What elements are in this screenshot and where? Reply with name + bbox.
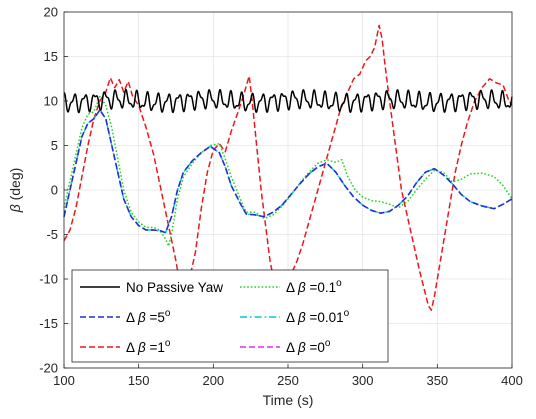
- legend-beta-symbol: β: [137, 340, 146, 355]
- legend-label-3: Δ β =0.1o: [286, 278, 342, 295]
- y-tick-label: -15: [39, 316, 58, 331]
- legend-label-value: =0: [306, 340, 325, 355]
- legend-beta-symbol: β: [137, 310, 146, 325]
- y-tick-label: 10: [44, 94, 58, 109]
- legend-label-text: Δ: [286, 310, 298, 325]
- legend-label-text: Δ: [286, 340, 298, 355]
- y-axis-symbol: β: [7, 204, 23, 213]
- legend-degree-mark: o: [165, 338, 171, 349]
- legend-degree-mark: o: [344, 308, 350, 319]
- y-tick-label: 5: [51, 138, 58, 153]
- y-tick-label: 15: [44, 49, 58, 64]
- y-tick-label: -20: [39, 361, 58, 376]
- ticks: 100 150 200 250 300 350 400 -20 -15 -10 -5 0 5 10 15 20: [39, 5, 523, 389]
- y-tick-label: -10: [39, 272, 58, 287]
- legend-label-text: Δ: [286, 280, 298, 295]
- x-tick-label: 400: [501, 373, 523, 388]
- legend-beta-symbol: β: [297, 310, 306, 325]
- x-tick-label: 100: [53, 373, 75, 388]
- series-line-0: [63, 88, 513, 114]
- legend-label-1: Δ β =5o: [126, 308, 171, 325]
- legend-label-4: Δ β =0.01o: [286, 308, 350, 325]
- series-line-1: [63, 109, 513, 234]
- legend-label-value: =1: [146, 340, 165, 355]
- x-tick-label: 150: [128, 373, 150, 388]
- legend-degree-mark: o: [165, 308, 171, 319]
- y-tick-label: 0: [51, 183, 58, 198]
- y-tick-label: 20: [44, 5, 58, 20]
- x-tick-label: 200: [202, 373, 224, 388]
- legend-beta-symbol: β: [297, 340, 306, 355]
- legend-label-text: No Passive Yaw: [126, 280, 223, 295]
- legend-degree-mark: o: [336, 278, 342, 289]
- x-tick-label: 350: [426, 373, 448, 388]
- legend-beta-symbol: β: [297, 280, 306, 295]
- legend-label-2: Δ β =1o: [126, 338, 171, 355]
- x-tick-label: 300: [352, 373, 374, 388]
- y-axis-label: β (deg): [7, 168, 23, 214]
- legend-label-value: =0.1: [306, 280, 336, 295]
- y-tick-label: -5: [46, 227, 58, 242]
- legend-label-value: =5: [146, 310, 165, 325]
- legend-label-0: No Passive Yaw: [126, 280, 223, 295]
- y-axis-unit: (deg): [7, 168, 23, 205]
- x-axis-label: Time (s): [263, 392, 314, 408]
- legend-label-text: Δ: [126, 310, 138, 325]
- x-tick-label: 250: [277, 373, 299, 388]
- legend-box: [71, 269, 389, 363]
- legend-label-text: Δ: [126, 340, 138, 355]
- series-line-3: [63, 95, 513, 247]
- legend-degree-mark: o: [325, 338, 331, 349]
- legend-label-5: Δ β =0o: [286, 338, 331, 355]
- legend-label-value: =0.01: [306, 310, 344, 325]
